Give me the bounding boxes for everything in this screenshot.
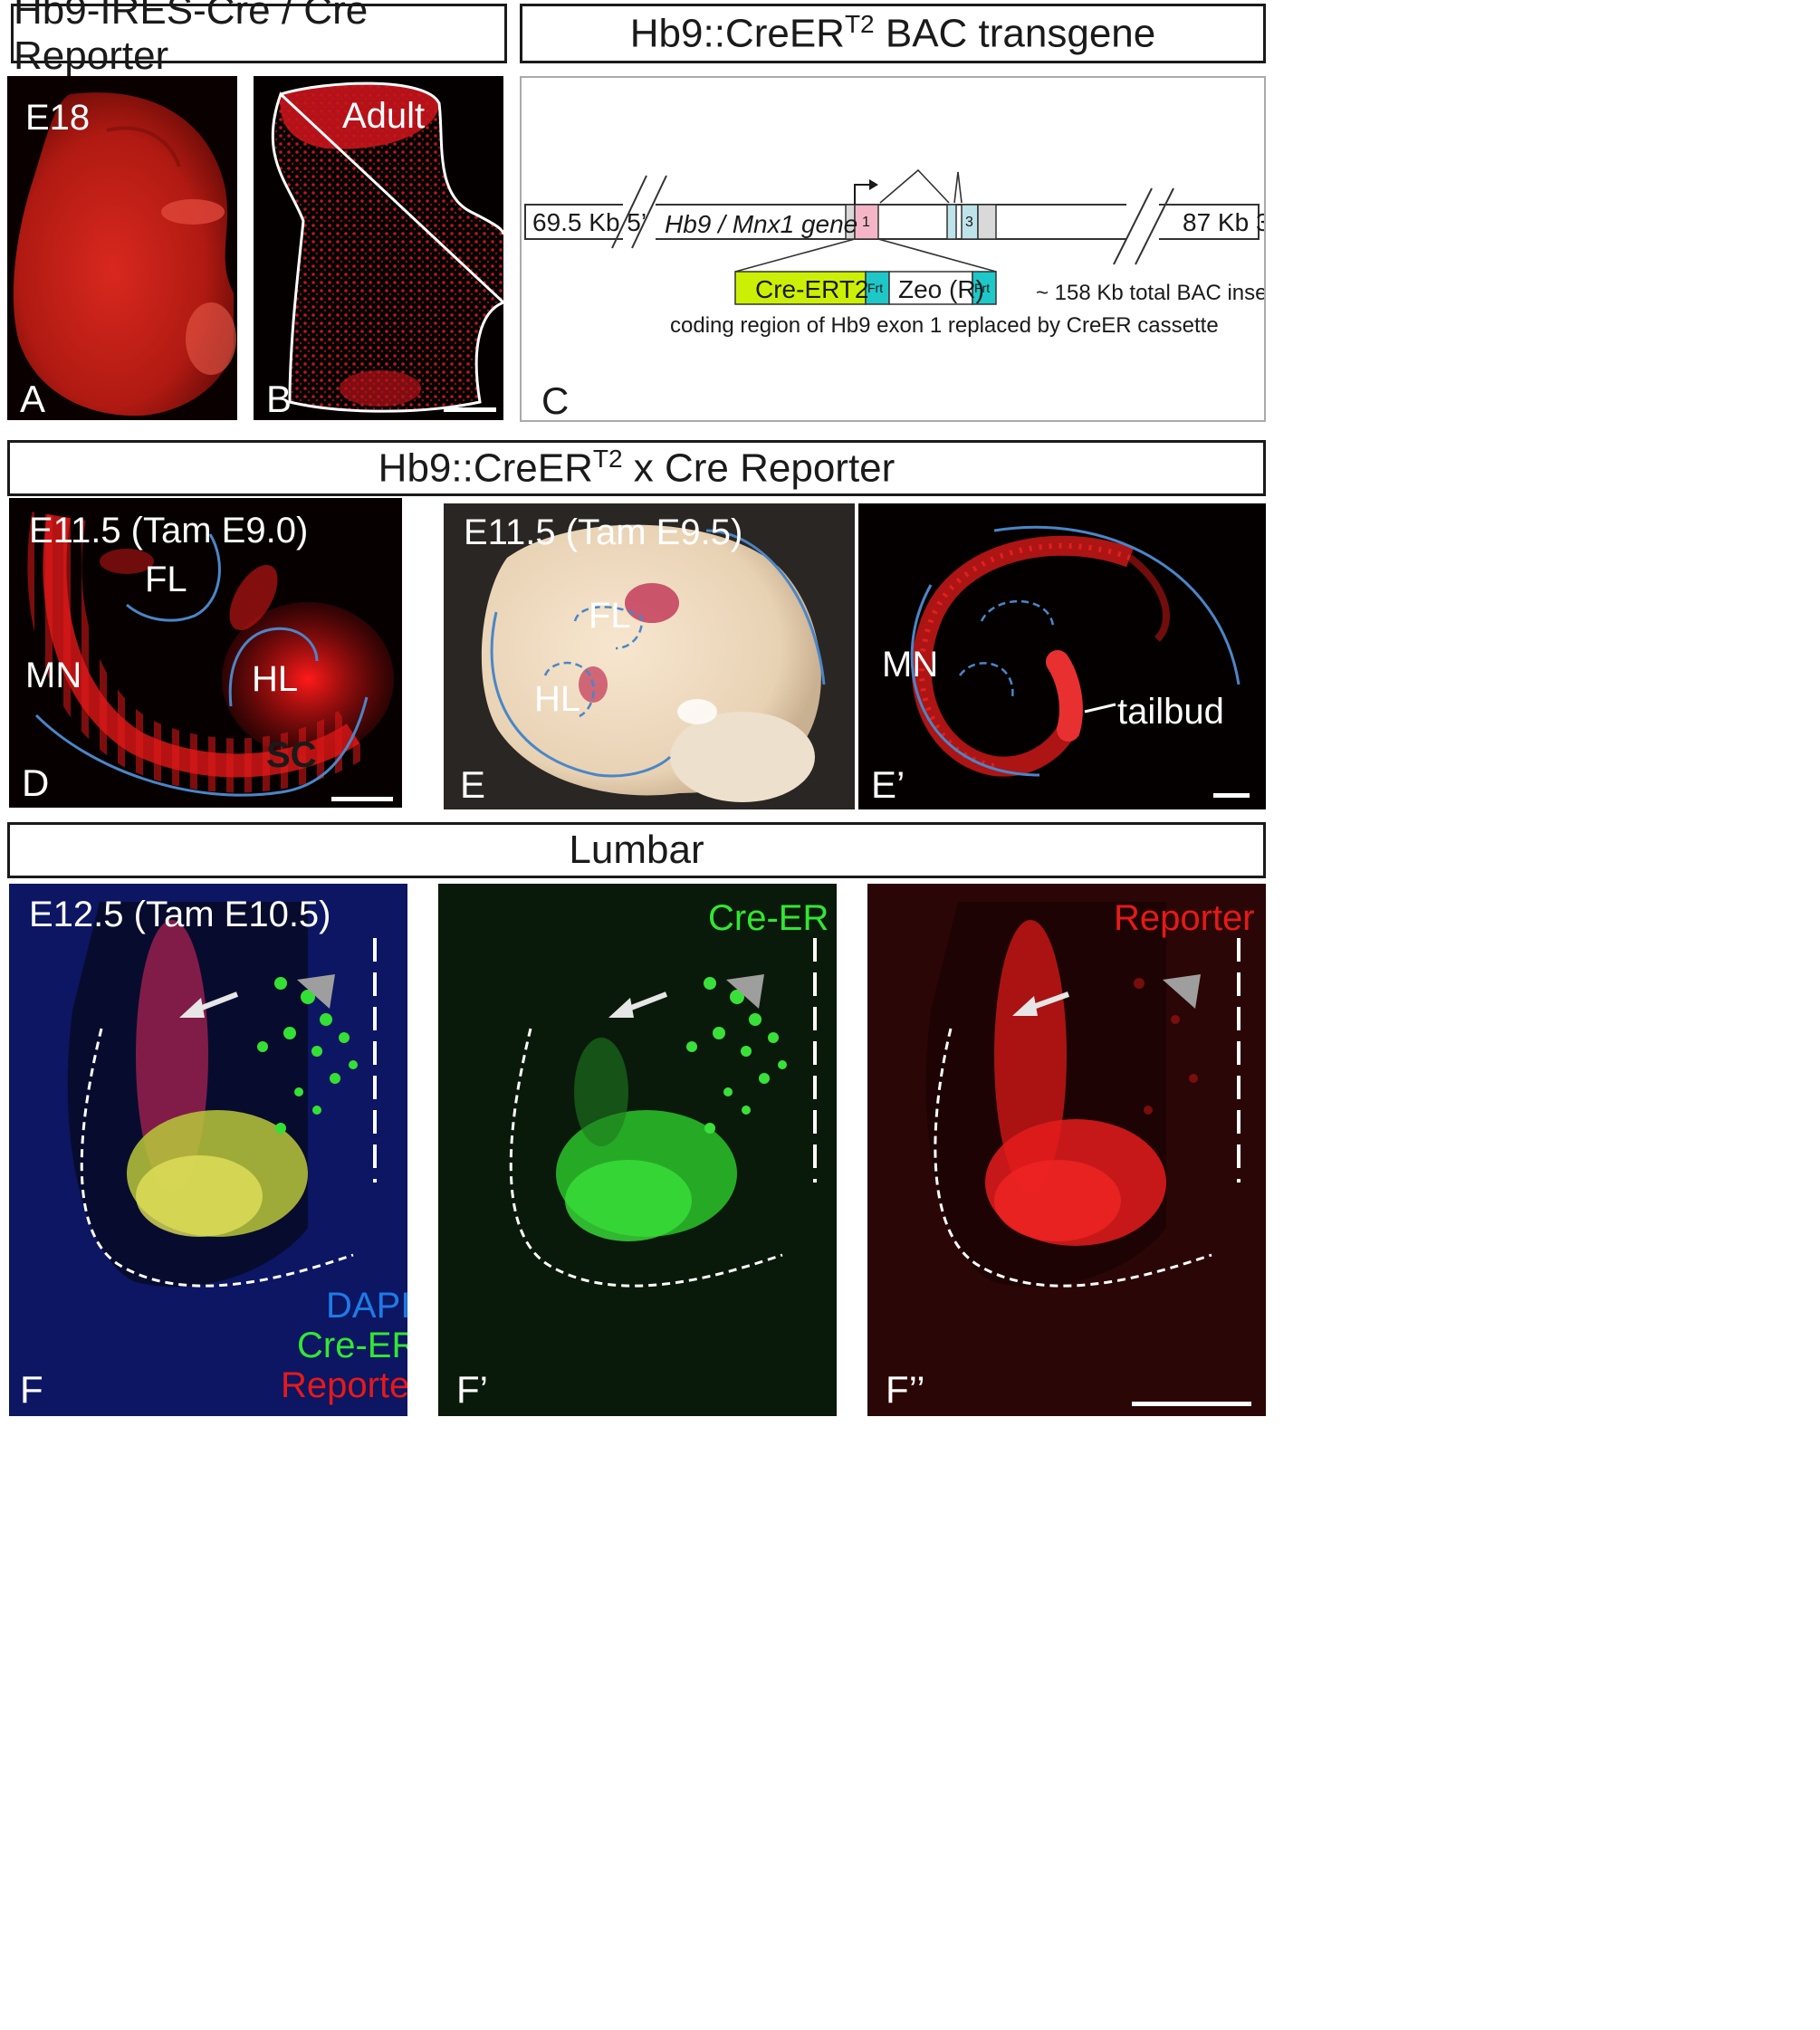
panel-c-letter: C (541, 379, 570, 422)
panel-f-letter: F (20, 1368, 43, 1411)
panel-b-letter: B (266, 378, 292, 420)
diagram-insert-size: ~ 158 Kb total BAC insert (1036, 281, 1266, 305)
panel-f-cre-label: Cre-ER (297, 1326, 407, 1365)
panel-f-image: E12.5 (Tam E10.5) DAPI Cre-ER Reporter F (9, 884, 407, 1416)
diagram-exon-3: 3 (965, 215, 973, 230)
panel-f-prime-cre-illustration (438, 884, 837, 1416)
diagram-right-flank: 87 Kb 3’ (1183, 208, 1264, 236)
header-lumbar-text: Lumbar (569, 828, 704, 872)
diagram-left-flank: 69.5 Kb 5’ (532, 208, 647, 236)
panel-e-prime-letter: E’ (871, 763, 905, 806)
header-creert2-cross-text: Hb9::CreERT2 x Cre Reporter (378, 445, 896, 491)
header-creert2-cross: Hb9::CreERT2 x Cre Reporter (7, 440, 1266, 496)
panel-f-stage: E12.5 (Tam E10.5) (29, 895, 331, 934)
diagram-gene-name: Hb9 / Mnx1 gene (665, 210, 858, 238)
panel-e-prime-tailbud-label: tailbud (1117, 692, 1224, 732)
panel-e-embryo-illustration (481, 524, 826, 802)
panel-e-stage: E11.5 (Tam E9.5) (464, 512, 743, 552)
panel-f-merge-illustration (9, 884, 407, 1416)
diagram-frt-right: Frt (974, 281, 991, 295)
bac-construct-diagram (524, 168, 1260, 305)
panel-e-fl-label: FL (589, 596, 631, 636)
header-lumbar: Lumbar (7, 822, 1266, 878)
panel-d-image: E11.5 (Tam E9.0) FL HL MN SC D (9, 498, 402, 808)
diagram-caption: coding region of Hb9 exon 1 replaced by … (670, 313, 1219, 338)
panel-d-stage: E11.5 (Tam E9.0) (29, 511, 309, 551)
panel-f-prime-letter: F’ (456, 1368, 488, 1411)
panel-d-fl-label: FL (145, 560, 187, 599)
diagram-cre-ert2: Cre-ERT2 (755, 275, 869, 303)
panel-f-reporter-label: Reporter (281, 1365, 407, 1405)
panel-e-prime-embryo-illustration (910, 525, 1240, 777)
diagram-frt-left: Frt (867, 281, 884, 295)
panel-e-hl-label: HL (534, 679, 581, 719)
panel-f-prime-image: Cre-ER F’ (438, 884, 837, 1416)
adult-spinal-cord-illustration (271, 81, 503, 413)
diagram-zeo: Zeo (R) (898, 275, 984, 303)
panel-d-mn-label: MN (25, 656, 82, 695)
header-cre-reporter: Hb9-IRES-Cre / Cre Reporter (11, 0, 507, 78)
panel-f-prime-channel-label: Cre-ER (708, 898, 829, 938)
panel-b-image: Adult B (254, 76, 503, 420)
panel-e-image: E11.5 (Tam E9.5) FL HL E (444, 503, 855, 809)
embryo-e18-illustration (13, 92, 236, 417)
panel-d-hl-label: HL (252, 659, 299, 699)
header-bac-transgene-text: Hb9::CreERT2 BAC transgene (629, 10, 1156, 56)
panel-a-letter: A (20, 378, 46, 420)
panel-d-embryo-illustration (27, 512, 394, 797)
panel-b-scale-bar (444, 407, 496, 412)
panel-f-double-prime-image: Reporter F’’ (867, 884, 1266, 1416)
panel-f-double-prime-letter: F’’ (886, 1368, 925, 1411)
panel-c-diagram: 69.5 Kb 5’ Hb9 / Mnx1 gene 1 3 87 Kb 3’ … (520, 76, 1266, 422)
panel-e-prime-mn-label: MN (882, 645, 939, 685)
panel-d-scale-bar (331, 797, 393, 801)
panel-f-double-prime-channel-label: Reporter (1114, 898, 1255, 938)
panel-f-double-prime-scale-bar (1132, 1402, 1251, 1406)
panel-b-stage: Adult (342, 96, 426, 136)
panel-a-image: E18 A (7, 76, 237, 420)
panel-e-prime-image: MN tailbud E’ (858, 503, 1266, 809)
header-cre-reporter-text: Hb9-IRES-Cre / Cre Reporter (14, 0, 369, 78)
panel-e-letter: E (460, 763, 486, 806)
panel-a-stage: E18 (25, 98, 91, 138)
diagram-exon-1: 1 (862, 215, 870, 230)
panel-f-dapi-label: DAPI (326, 1286, 407, 1326)
header-bac-transgene: Hb9::CreERT2 BAC transgene (520, 4, 1266, 63)
panel-d-sc-label: SC (266, 735, 317, 775)
panel-f-double-prime-reporter-illustration (867, 884, 1266, 1416)
panel-e-prime-scale-bar (1213, 793, 1250, 798)
panel-d-letter: D (22, 761, 50, 804)
